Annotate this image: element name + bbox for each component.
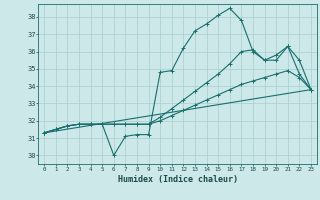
X-axis label: Humidex (Indice chaleur): Humidex (Indice chaleur) — [118, 175, 238, 184]
